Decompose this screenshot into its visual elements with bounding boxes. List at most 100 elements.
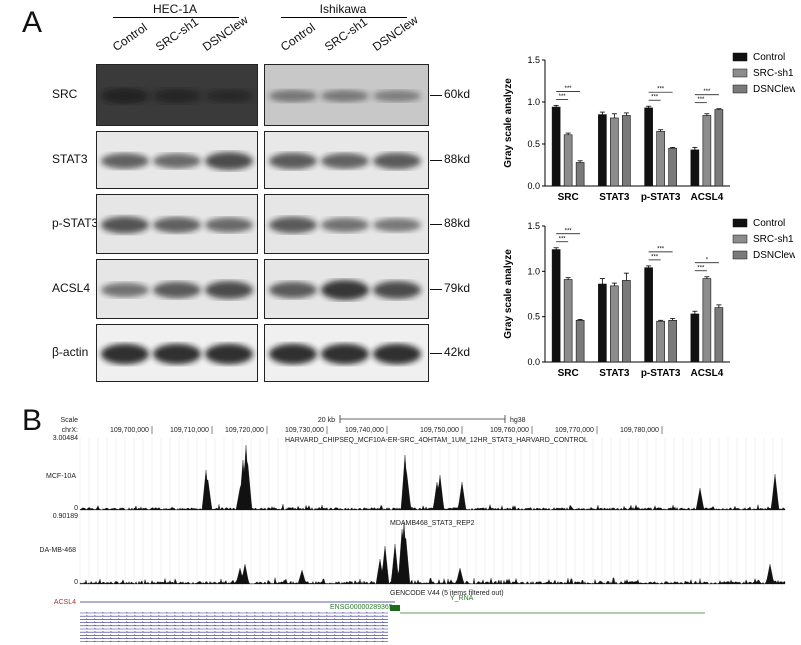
transcript-chevron bbox=[133, 618, 137, 620]
transcript-chevron bbox=[349, 618, 353, 620]
transcript-chevron bbox=[317, 624, 321, 626]
significance-label: *** bbox=[559, 94, 567, 100]
transcript-chevron bbox=[229, 637, 233, 639]
transcript-chevron bbox=[285, 624, 289, 626]
transcript-chevron bbox=[253, 611, 257, 614]
transcript-chevron bbox=[101, 618, 105, 620]
transcript-chevron bbox=[205, 631, 209, 633]
transcript-chevron bbox=[373, 611, 377, 614]
transcript-chevron bbox=[253, 634, 257, 636]
transcript-chevron bbox=[269, 615, 273, 617]
transcript-chevron bbox=[141, 618, 145, 620]
transcript-chevron bbox=[357, 615, 361, 617]
transcript-chevron bbox=[205, 627, 209, 630]
transcript-chevron bbox=[93, 637, 97, 639]
significance-label: *** bbox=[703, 89, 711, 95]
lane-label: DSNClew bbox=[369, 12, 421, 55]
blot-band bbox=[153, 281, 201, 299]
legend-swatch bbox=[732, 218, 748, 228]
transcript-chevron bbox=[85, 637, 89, 639]
blot-band bbox=[373, 281, 421, 299]
y-axis-label: Gray scale analyze bbox=[503, 249, 514, 339]
transcript-chevron bbox=[181, 627, 185, 630]
y-tick-label: 1.0 bbox=[527, 266, 540, 276]
kd-tick bbox=[430, 224, 442, 225]
transcript-chevron bbox=[261, 611, 265, 614]
transcript-chevron bbox=[133, 631, 137, 633]
transcript-chevron bbox=[349, 640, 353, 642]
blot-band bbox=[373, 90, 421, 102]
transcript-chevron bbox=[101, 634, 105, 636]
transcript-chevron bbox=[85, 618, 89, 620]
transcript-chevron bbox=[109, 627, 113, 630]
transcript-chevron bbox=[365, 634, 369, 636]
transcript-chevron bbox=[197, 624, 201, 626]
transcript-chevron bbox=[333, 631, 337, 633]
transcript-chevron bbox=[325, 611, 329, 614]
transcript-chevron bbox=[173, 631, 177, 633]
lane-label: DSNClew bbox=[199, 12, 251, 55]
transcript-chevron bbox=[237, 621, 241, 623]
bar bbox=[644, 267, 653, 363]
legend-swatch bbox=[732, 84, 748, 94]
transcript-chevron bbox=[221, 631, 225, 633]
transcript-chevron bbox=[165, 615, 169, 617]
track2-max: 0.90189 bbox=[53, 513, 78, 520]
transcript-chevron bbox=[261, 637, 265, 639]
track1-label: MCF-10A bbox=[46, 473, 76, 480]
transcript-chevron bbox=[325, 634, 329, 636]
transcript-chevron bbox=[373, 637, 377, 639]
transcript-chevron bbox=[317, 634, 321, 636]
track1-signal bbox=[79, 444, 786, 511]
transcript-chevron bbox=[229, 631, 233, 633]
transcript-chevron bbox=[93, 621, 97, 623]
transcript-chevron bbox=[165, 637, 169, 639]
transcript-chevron bbox=[269, 621, 273, 623]
transcript-chevron bbox=[325, 637, 329, 639]
transcript-chevron bbox=[309, 640, 313, 642]
legend-label: SRC-sh1 bbox=[753, 68, 794, 79]
molecular-weight-label: 79kd bbox=[444, 281, 471, 295]
transcript-chevron bbox=[309, 621, 313, 623]
transcript-chevron bbox=[325, 615, 329, 617]
x-tick-label: p-STAT3 bbox=[641, 368, 681, 379]
significance-label: *** bbox=[559, 236, 567, 242]
transcript-chevron bbox=[237, 627, 241, 630]
transcript-chevron bbox=[301, 621, 305, 623]
transcript-chevron bbox=[181, 634, 185, 636]
transcript-chevron bbox=[101, 611, 105, 614]
transcript-chevron bbox=[373, 627, 377, 630]
bar bbox=[714, 307, 724, 363]
x-tick-label: STAT3 bbox=[599, 368, 630, 379]
transcript-chevron bbox=[373, 631, 377, 633]
transcript-chevron bbox=[109, 621, 113, 623]
blot-band bbox=[153, 88, 201, 104]
kd-tick bbox=[430, 289, 442, 290]
transcript-chevron bbox=[301, 631, 305, 633]
kd-tick bbox=[430, 160, 442, 161]
transcript-chevron bbox=[325, 627, 329, 630]
transcript-chevron bbox=[245, 631, 249, 633]
transcript-chevron bbox=[261, 621, 265, 623]
transcript-chevron bbox=[237, 637, 241, 639]
x-tick-label: SRC bbox=[558, 192, 579, 203]
transcript-chevron bbox=[309, 624, 313, 626]
transcript-chevron bbox=[269, 611, 273, 614]
y-tick-label: 0.5 bbox=[527, 139, 540, 149]
transcript-chevron bbox=[109, 640, 113, 642]
cell-line-hec1a: HEC-1A bbox=[152, 2, 197, 16]
transcript-chevron bbox=[309, 631, 313, 633]
blot-band bbox=[205, 152, 253, 170]
bar bbox=[622, 115, 631, 187]
transcript-chevron bbox=[173, 624, 177, 626]
transcript-chevron bbox=[181, 637, 185, 639]
transcript-chevron bbox=[221, 640, 225, 642]
transcript-chevron bbox=[253, 618, 257, 620]
blot-band bbox=[269, 343, 317, 365]
bar bbox=[563, 279, 573, 363]
transcript-chevron bbox=[189, 631, 193, 633]
transcript-chevron bbox=[237, 624, 241, 626]
transcript-chevron bbox=[189, 618, 193, 620]
transcript-chevron bbox=[141, 621, 145, 623]
blot-band bbox=[373, 218, 421, 232]
